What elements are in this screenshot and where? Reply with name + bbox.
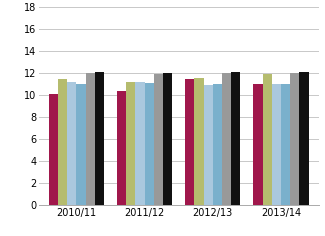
- Bar: [117, 91, 126, 205]
- Bar: [254, 84, 263, 205]
- Bar: [213, 84, 222, 205]
- Bar: [163, 73, 172, 205]
- Bar: [185, 79, 194, 205]
- Bar: [86, 73, 95, 205]
- Bar: [76, 84, 86, 205]
- Bar: [154, 74, 163, 205]
- Bar: [145, 83, 154, 205]
- Bar: [204, 85, 213, 205]
- Bar: [194, 78, 204, 205]
- Bar: [231, 72, 240, 205]
- Bar: [263, 74, 272, 205]
- Bar: [136, 82, 145, 205]
- Bar: [126, 82, 136, 205]
- Bar: [67, 82, 76, 205]
- Bar: [49, 94, 58, 205]
- Bar: [290, 73, 299, 205]
- Bar: [58, 79, 67, 205]
- Bar: [281, 84, 290, 205]
- Bar: [272, 84, 281, 205]
- Bar: [222, 73, 231, 205]
- Bar: [299, 72, 309, 205]
- Bar: [95, 72, 104, 205]
